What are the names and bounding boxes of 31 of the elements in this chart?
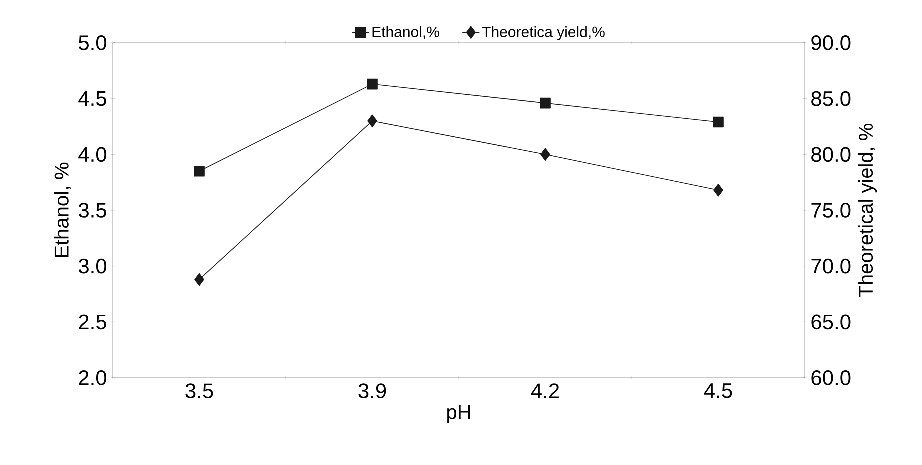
y2-tick-label: 75.0 — [812, 203, 851, 218]
x-tick-label: 3.9 — [358, 384, 386, 399]
y-tick-label: 3.0 — [78, 258, 107, 274]
point — [713, 116, 724, 128]
y-tick-label: 2.0 — [79, 370, 107, 386]
y-tick-label: 2.5 — [79, 314, 106, 330]
point — [714, 184, 724, 197]
legend-label: Ethanol,% — [372, 26, 440, 40]
y2-tick-label: 70.0 — [812, 258, 851, 274]
y-tick-label: 3.5 — [78, 203, 106, 218]
y-tick-label: 5.0 — [78, 36, 107, 50]
y2-tick-label: 85.0 — [812, 91, 851, 106]
point — [540, 98, 551, 109]
x-axis-title: pH — [448, 405, 470, 424]
legend-label: Theoretica yield,% — [482, 26, 605, 40]
y-tick-label: 4.0 — [78, 147, 107, 162]
x-tick-label: 4.2 — [531, 384, 560, 398]
point — [368, 114, 378, 128]
point — [540, 148, 550, 162]
x-tick-label: 3.5 — [186, 384, 214, 399]
y2-axis-title: Theoretical yield, % — [858, 124, 878, 298]
y-tick-label: 4.5 — [78, 92, 106, 106]
y2-tick-label: 90.0 — [812, 36, 851, 50]
y2-tick-label: 65.0 — [812, 314, 851, 330]
y2-tick-label: 60.0 — [812, 370, 851, 386]
y-axis-title: Ethanol, % — [54, 162, 72, 258]
point — [194, 273, 204, 286]
y2-tick-label: 80.0 — [812, 147, 851, 162]
x-tick-label: 4.5 — [704, 384, 732, 398]
point — [194, 166, 205, 177]
point — [367, 78, 378, 90]
